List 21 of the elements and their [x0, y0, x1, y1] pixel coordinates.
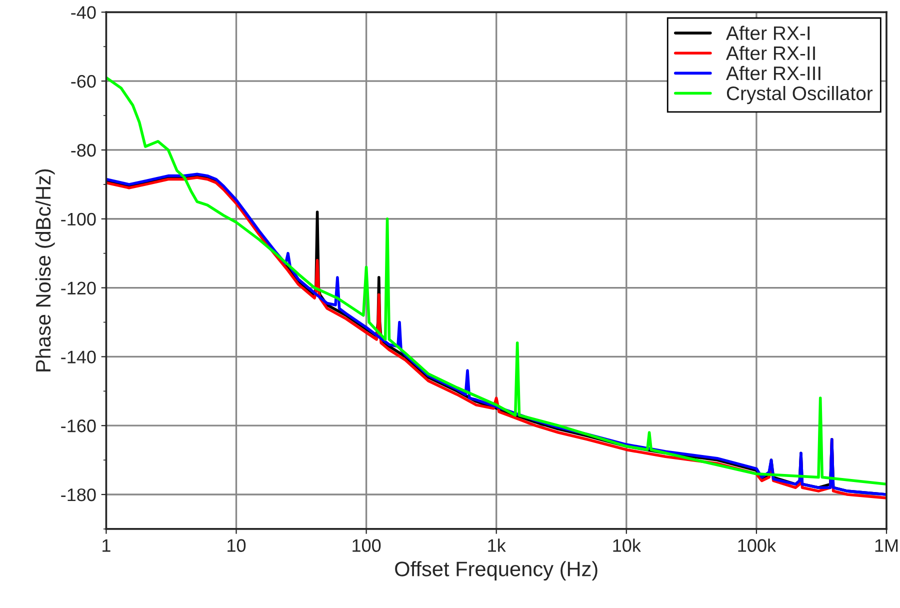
x-tick-label: 100k [738, 538, 776, 552]
y-tick-label: -180 [61, 488, 96, 502]
legend-label: After RX-II [726, 46, 815, 60]
y-tick-label: -160 [61, 420, 96, 432]
y-tick-label: -60 [71, 75, 96, 88]
y-tick-label: -40 [71, 6, 96, 19]
x-tick-label: 1k [488, 538, 506, 552]
y-tick-label: -120 [61, 282, 96, 295]
x-tick-label: 1 [102, 539, 110, 552]
y-tick-label: -100 [61, 212, 96, 226]
x-axis-title: Offset Frequency (Hz) [395, 561, 598, 580]
x-tick-label: 100 [352, 539, 381, 552]
y-tick-label: -140 [61, 350, 96, 364]
legend-label: After RX-I [726, 26, 810, 40]
x-tick-label: 1M [875, 539, 898, 552]
y-axis-title: Phase Noise (dBc/Hz) [35, 169, 55, 372]
x-tick-label: 10k [613, 538, 641, 552]
legend-label: After RX-III [726, 66, 820, 80]
x-tick-label: 10 [228, 539, 246, 552]
y-tick-label: -80 [71, 144, 96, 157]
legend-label: Crystal Oscillator [726, 86, 873, 104]
